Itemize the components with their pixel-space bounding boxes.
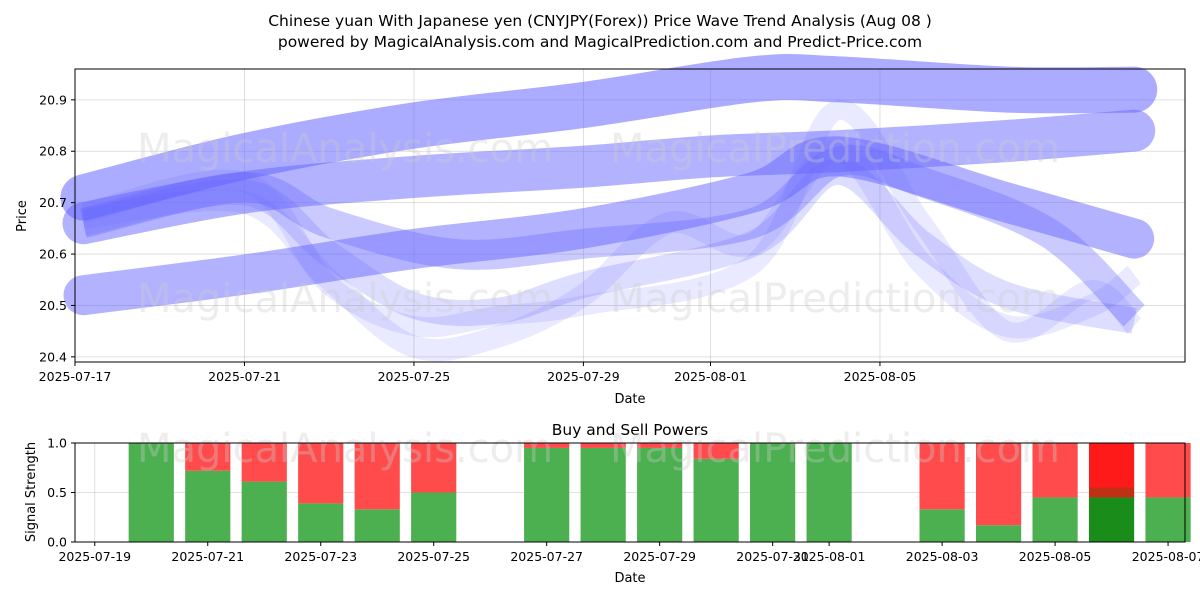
buy-power-bar <box>693 458 739 542</box>
watermark-prediction-top: MagicalPrediction.com <box>610 126 1060 172</box>
watermark-analysis-top: MagicalAnalysis.com <box>137 126 553 172</box>
sell-power-bar <box>524 443 570 448</box>
price-wave-band <box>80 144 1145 327</box>
sell-power-bar <box>975 443 1022 526</box>
buy-power-bar <box>975 525 1022 542</box>
signal-x-tick-label: 2025-08-01 <box>793 549 866 564</box>
signal-y-ticks: 0.0 0.5 1.0 <box>47 436 75 550</box>
price-y-tick-label: 20.8 <box>39 144 67 159</box>
sell-power-bar <box>241 443 287 482</box>
signal-y-axis-label: Signal Strength <box>24 442 39 542</box>
sell-power-bar <box>580 443 626 448</box>
watermark-analysis-bottom: MagicalAnalysis.com <box>137 426 553 472</box>
signal-x-ticks: 2025-07-19 2025-07-21 2025-07-23 2025-07-25… <box>58 542 1200 564</box>
price-x-ticks: 2025-07-17 2025-07-21 2025-07-25 2025-07-29… <box>39 362 917 384</box>
sell-power-bar <box>1145 443 1191 498</box>
sell-power-bar <box>185 443 231 471</box>
signal-x-tick-label: 2025-07-25 <box>397 549 470 564</box>
price-y-tick-label: 20.6 <box>39 247 67 262</box>
signal-y-tick-label: 1.0 <box>47 436 67 451</box>
buy-power-bar <box>128 443 174 542</box>
buy-power-bar <box>580 447 626 542</box>
sell-power-bar <box>693 443 739 459</box>
sell-power-bar <box>637 443 683 448</box>
figure-title-line1: Chinese yuan With Japanese yen (CNYJPY(F… <box>268 12 932 30</box>
signal-x-tick-label: 2025-07-21 <box>171 549 244 564</box>
price-wave-band <box>62 109 1156 245</box>
signal-y-tick-label: 0.0 <box>47 535 67 550</box>
watermark-prediction-mid: MagicalPrediction.com <box>610 276 1060 322</box>
price-y-axis-label: Price <box>15 200 30 232</box>
signal-watermarks: MagicalAnalysis.com MagicalPrediction.co… <box>137 426 1060 472</box>
buy-power-bar <box>1032 497 1078 542</box>
price-wave-band <box>81 100 1142 343</box>
signal-x-tick-label: 2025-08-03 <box>906 549 979 564</box>
price-wave-band <box>63 136 1155 316</box>
price-y-tick-label: 20.4 <box>39 349 67 364</box>
price-watermarks: MagicalAnalysis.com MagicalPrediction.co… <box>137 126 1060 322</box>
signal-y-tick-label: 0.5 <box>47 485 67 500</box>
price-wave-band <box>82 140 1142 362</box>
buy-power-bar <box>524 447 570 542</box>
buy-power-bar <box>919 509 965 542</box>
price-wave-band <box>60 53 1158 221</box>
buy-power-bar <box>354 509 400 542</box>
price-y-tick-label: 20.9 <box>39 92 67 107</box>
buy-power-bar <box>806 443 852 542</box>
signal-x-tick-label: 2025-08-05 <box>1019 549 1092 564</box>
sell-power-bar <box>919 443 965 510</box>
signal-overlap-band <box>1088 487 1135 498</box>
price-x-tick-label: 2025-08-01 <box>674 369 747 384</box>
price-plot-frame <box>74 68 1186 363</box>
signal-x-tick-label: 2025-07-29 <box>623 549 696 564</box>
price-wave-band <box>80 158 1137 334</box>
price-y-ticks: 20.4 20.5 20.6 20.7 20.8 20.9 <box>39 92 75 364</box>
buy-power-bar <box>637 447 683 542</box>
price-y-tick-label: 20.5 <box>39 298 67 313</box>
buy-power-bar <box>1145 497 1191 542</box>
buy-power-bar <box>298 503 344 542</box>
buy-power-bar <box>185 470 231 542</box>
signal-x-tick-label: 2025-08-07 <box>1132 549 1200 564</box>
price-x-axis-label: Date <box>614 392 645 407</box>
price-x-tick-label: 2025-07-21 <box>208 369 281 384</box>
sell-power-bar <box>1032 443 1078 498</box>
figure-title-line2: powered by MagicalAnalysis.com and Magic… <box>278 33 922 51</box>
price-x-tick-label: 2025-07-17 <box>39 369 112 384</box>
signal-x-tick-label: 2025-07-27 <box>510 549 583 564</box>
signal-x-tick-label: 2025-07-19 <box>58 549 131 564</box>
sell-power-bar <box>411 443 457 493</box>
buy-power-bar <box>1088 497 1135 542</box>
buy-power-bar <box>411 492 457 542</box>
buy-power-bar <box>241 481 287 542</box>
signal-chart-title: Buy and Sell Powers <box>552 421 709 439</box>
signal-x-tick-label: 2025-07-31 <box>736 549 809 564</box>
watermark-prediction-bottom: MagicalPrediction.com <box>610 426 1060 472</box>
price-x-tick-label: 2025-07-25 <box>378 369 451 384</box>
signal-x-tick-label: 2025-07-23 <box>284 549 357 564</box>
price-y-tick-label: 20.7 <box>39 195 67 210</box>
watermark-analysis-mid: MagicalAnalysis.com <box>137 276 553 322</box>
signal-bars <box>128 443 1191 542</box>
buy-power-bar <box>750 443 796 542</box>
sell-power-bar <box>298 443 344 504</box>
price-wave-bands <box>60 53 1158 362</box>
price-x-tick-label: 2025-07-29 <box>547 369 620 384</box>
price-x-tick-label: 2025-08-05 <box>844 369 917 384</box>
signal-x-axis-label: Date <box>614 571 645 586</box>
sell-power-bar <box>354 443 400 510</box>
